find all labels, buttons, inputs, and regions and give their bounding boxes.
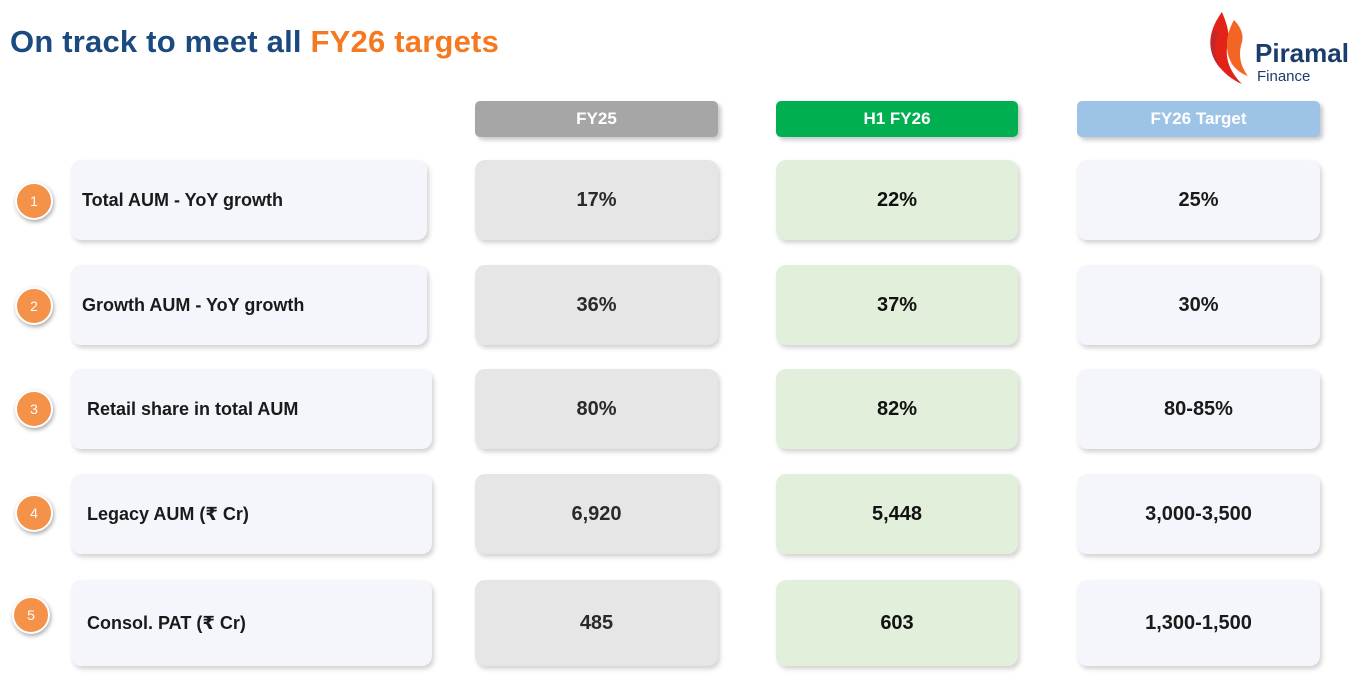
title-main: On track to meet all (10, 24, 311, 59)
title-accent: FY26 targets (310, 24, 500, 59)
row-number-badge: 3 (15, 390, 53, 428)
page-title: On track to meet all FY26 targets (10, 24, 499, 60)
row-number-badge: 1 (15, 182, 53, 220)
row-label: Consol. PAT (₹ Cr) (71, 580, 432, 666)
cell-h1-fy26: 37% (776, 265, 1018, 345)
cell-fy25: 485 (475, 580, 718, 666)
cell-h1-fy26: 5,448 (776, 474, 1018, 554)
row-label: Legacy AUM (₹ Cr) (71, 474, 432, 554)
cell-fy26-target: 3,000-3,500 (1077, 474, 1320, 554)
row-label: Total AUM - YoY growth (71, 160, 427, 240)
table-row: 5 Consol. PAT (₹ Cr) 485 603 1,300-1,500 (0, 580, 1361, 666)
header-fy26-target: FY26 Target (1077, 101, 1320, 137)
flame-logo-icon (1210, 12, 1248, 84)
table-row: 1 Total AUM - YoY growth 17% 22% 25% (0, 160, 1361, 242)
cell-fy25: 36% (475, 265, 718, 345)
logo-sub: Finance (1257, 68, 1311, 85)
cell-fy25: 17% (475, 160, 718, 240)
row-label: Retail share in total AUM (71, 369, 432, 449)
cell-h1-fy26: 22% (776, 160, 1018, 240)
cell-fy25: 80% (475, 369, 718, 449)
table-row: 4 Legacy AUM (₹ Cr) 6,920 5,448 3,000-3,… (0, 474, 1361, 556)
piramal-finance-logo: Piramal Finance (1200, 10, 1361, 90)
table-row: 2 Growth AUM - YoY growth 36% 37% 30% (0, 265, 1361, 347)
header-fy25: FY25 (475, 101, 718, 137)
row-number-badge: 4 (15, 494, 53, 532)
cell-fy26-target: 80-85% (1077, 369, 1320, 449)
row-number-badge: 5 (12, 596, 50, 634)
cell-fy26-target: 25% (1077, 160, 1320, 240)
logo-name: Piramal (1255, 38, 1349, 68)
row-label: Growth AUM - YoY growth (71, 265, 427, 345)
cell-fy26-target: 30% (1077, 265, 1320, 345)
cell-h1-fy26: 603 (776, 580, 1018, 666)
table-row: 3 Retail share in total AUM 80% 82% 80-8… (0, 369, 1361, 451)
row-number-badge: 2 (15, 287, 53, 325)
cell-h1-fy26: 82% (776, 369, 1018, 449)
cell-fy25: 6,920 (475, 474, 718, 554)
header-h1-fy26: H1 FY26 (776, 101, 1018, 137)
cell-fy26-target: 1,300-1,500 (1077, 580, 1320, 666)
